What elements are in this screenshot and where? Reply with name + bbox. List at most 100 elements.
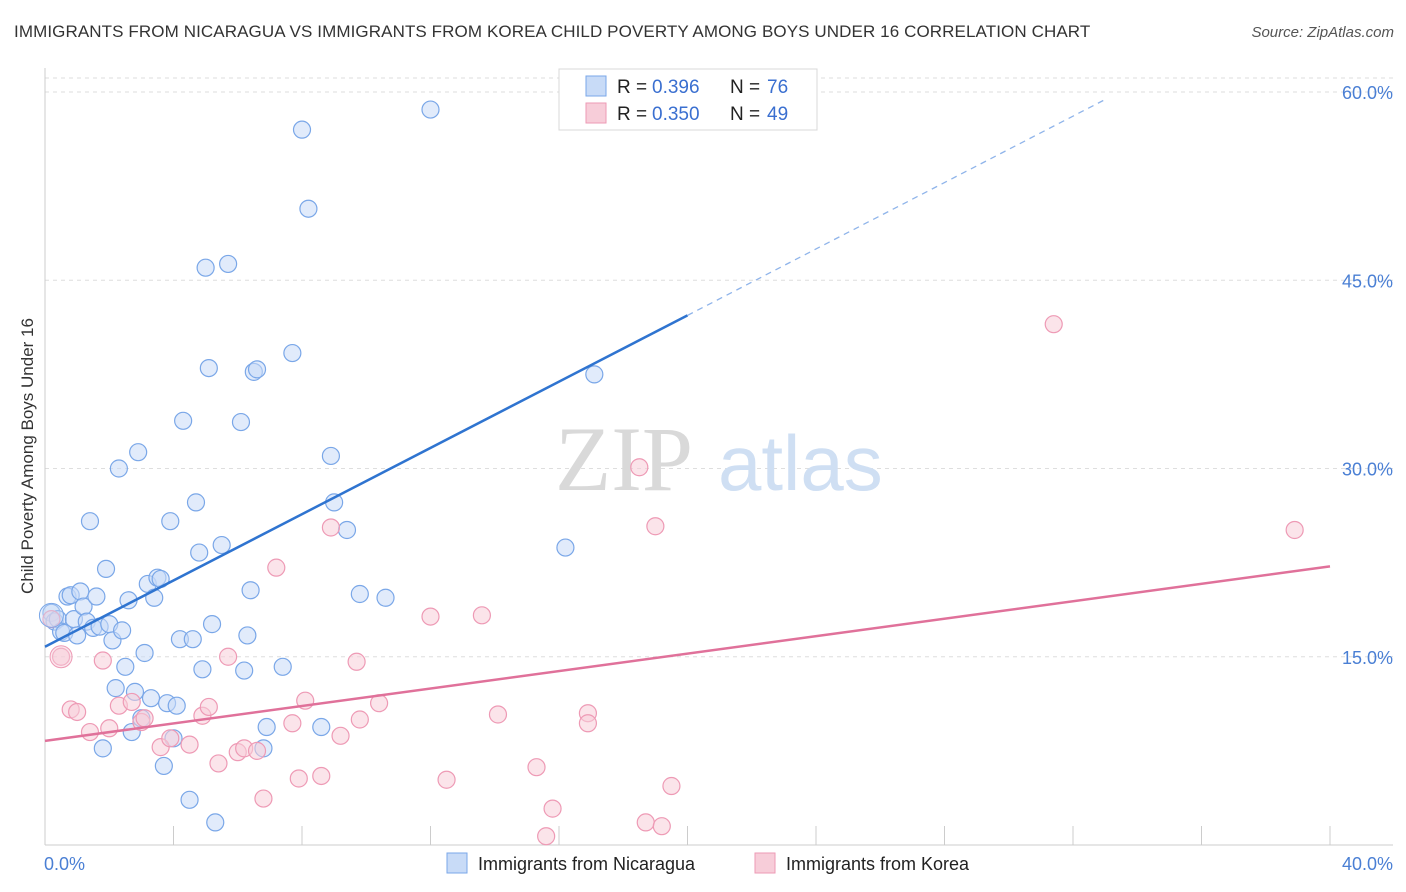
nicaragua-point [106,679,125,698]
korea-point [135,709,154,728]
nicaragua-point [135,643,154,663]
korea-point [578,714,598,733]
korea-point [289,769,308,788]
nicaragua-point [283,343,302,363]
bottom-legend: Immigrants from Nicaragua Immigrants fro… [446,852,970,874]
y-tick-label: 60.0% [1342,83,1393,103]
nicaragua-point [421,100,440,119]
nicaragua-point [196,258,215,277]
nicaragua-point [556,538,575,557]
korea-trend-line [44,565,1331,743]
nicaragua-point [337,520,357,540]
korea-point [49,645,73,669]
korea-point [51,647,71,666]
bottom-legend-label-nicaragua: Immigrants from Nicaragua [478,854,696,874]
nicaragua-point [585,365,604,384]
nicaragua-point [190,543,209,562]
korea-point [180,735,199,754]
nicaragua-point [161,512,180,531]
nicaragua-point [247,360,267,379]
nicaragua-point [193,660,212,679]
nicaragua-point [212,535,231,555]
korea-point [219,647,238,666]
y-tick-label: 45.0% [1342,271,1393,291]
korea-point [321,518,341,537]
korea-point [312,766,331,786]
korea-point [437,770,456,789]
nicaragua-point [299,199,318,218]
legend: R = 0.396 N = 76 R = 0.350 N = 49 [558,68,818,131]
nicaragua-point [235,661,254,680]
korea-point [630,458,649,477]
axis-layer: 15.0% 30.0% 45.0% 60.0% [44,68,1393,846]
points-layer [38,100,1304,846]
watermark: ZIP atlas [555,408,883,510]
nicaragua-point [350,584,369,604]
watermark-zip: ZIP [555,408,693,510]
nicaragua-point [231,412,251,432]
legend-r-value-korea: 0.350 [652,104,700,125]
nicaragua-point [202,615,222,634]
nicaragua-point [38,602,64,628]
nicaragua-point [71,582,90,601]
korea-point [652,817,671,836]
korea-point [636,813,655,832]
nicaragua-point [154,756,173,776]
nicaragua-point [241,581,260,600]
korea-point [421,607,440,626]
legend-n-value-nicaragua: 76 [767,77,788,98]
x-tick-label-min: 0.0% [44,854,85,874]
korea-point [488,705,508,724]
legend-r-label-nicaragua: R = [617,77,647,98]
nicaragua-point [183,630,202,649]
korea-point [68,702,87,722]
nicaragua-point [129,443,148,462]
legend-n-value-korea: 49 [767,104,788,125]
y-tick-label: 30.0% [1342,460,1393,480]
korea-point [161,729,180,748]
nicaragua-point [292,120,312,139]
legend-n-label-nicaragua: N = [730,77,760,98]
korea-point [537,827,556,846]
legend-swatch-nicaragua [585,75,607,97]
nicaragua-point [80,512,100,531]
korea-point [100,719,119,738]
nicaragua-point [199,359,218,378]
nicaragua-point [312,717,331,737]
y-tick-label: 15.0% [1342,648,1393,668]
korea-point [267,558,286,577]
nicaragua-point [93,739,112,758]
nicaragua-point [116,657,135,676]
watermark-atlas: atlas [718,419,883,507]
korea-point [331,726,350,745]
korea-point [662,776,681,796]
bottom-legend-swatch-nicaragua [446,852,468,874]
legend-r-value-nicaragua: 0.396 [652,77,700,98]
nicaragua-point [141,689,161,708]
korea-point [247,741,267,760]
korea-point [254,789,273,808]
nicaragua-point [109,459,128,478]
nicaragua-point [174,411,193,430]
nicaragua-point [206,813,225,832]
korea-point [646,517,665,536]
korea-point [283,714,302,733]
korea-point [527,758,546,777]
korea-point [543,799,562,818]
nicaragua-point [238,626,257,645]
nicaragua-point [96,559,116,579]
nicaragua-point [257,717,276,737]
nicaragua-point [321,446,341,466]
korea-point [80,722,100,742]
y-axis-label: Child Poverty Among Boys Under 16 [18,318,37,594]
nicaragua-point [186,493,206,512]
bottom-legend-label-korea: Immigrants from Korea [786,854,970,874]
nicaragua-trend-extension [687,98,1106,316]
korea-point [209,754,228,773]
bottom-legend-swatch-korea [754,852,776,874]
korea-point [350,710,369,729]
nicaragua-point [273,657,292,676]
nicaragua-point [112,621,132,640]
korea-point [199,697,218,717]
